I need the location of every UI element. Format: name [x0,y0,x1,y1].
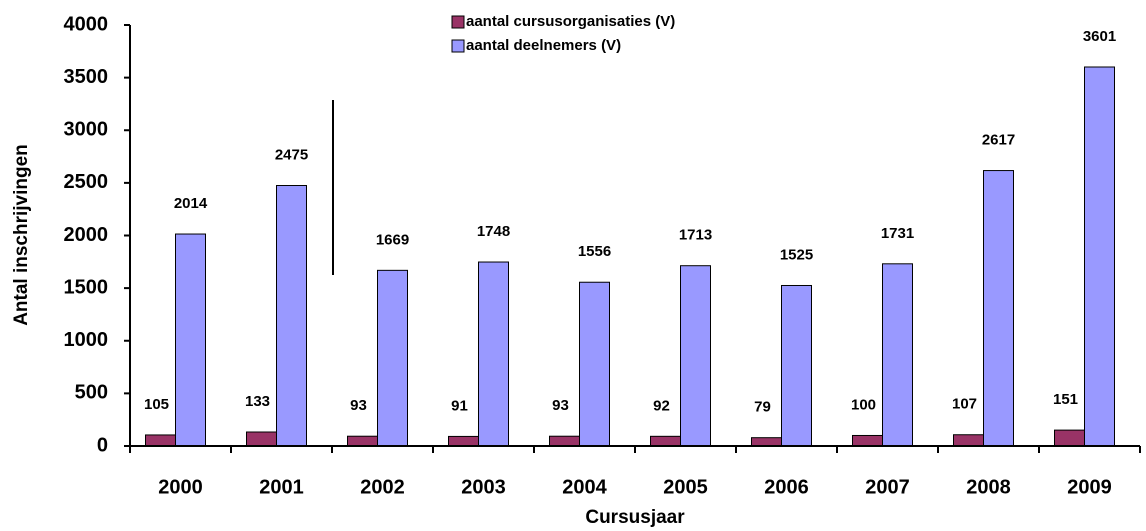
y-tick-label: 3500 [64,66,109,88]
bar [347,435,378,447]
bar [448,435,479,447]
bar [1054,429,1085,447]
value-label: 1556 [578,243,611,260]
value-label: 1748 [477,223,510,240]
bar [579,281,610,447]
x-tick-label: 2008 [966,476,1011,498]
bar [852,434,883,447]
bar [983,170,1014,447]
legend-label: aantal cursusorganisaties (V) [466,13,675,30]
legend-swatch [451,15,465,29]
value-label: 79 [754,399,771,416]
bar [145,434,176,447]
bar [478,261,509,447]
bar [276,185,307,447]
x-tick-label: 2009 [1067,476,1112,498]
x-tick-label: 2003 [461,476,506,498]
value-label: 92 [653,397,670,414]
y-tick-label: 2500 [64,171,109,193]
y-tick-label: 500 [75,382,108,404]
x-tick-label: 2007 [865,476,910,498]
bar [953,434,984,447]
y-tick-label: 1500 [64,276,109,298]
value-label: 105 [144,396,169,413]
x-tick-label: 2001 [259,476,304,498]
x-tick-label: 2005 [663,476,708,498]
y-tick-label: 0 [97,434,108,456]
bar [781,284,812,447]
value-label: 100 [851,396,876,413]
x-tick-label: 2002 [360,476,405,498]
value-label: 1713 [679,227,712,244]
value-label: 3601 [1083,28,1116,45]
x-tick-label: 2006 [764,476,809,498]
y-tick-label: 3000 [64,119,109,141]
value-label: 151 [1053,391,1078,408]
y-tick-label: 1000 [64,329,109,351]
bar [680,265,711,447]
value-label: 2475 [275,146,308,163]
value-label: 2617 [982,132,1015,149]
value-label: 93 [350,397,367,414]
bar [1084,66,1115,447]
bar [650,435,681,447]
value-label: 1669 [376,231,409,248]
x-tick-label: 2000 [158,476,203,498]
bar [377,269,408,447]
value-label: 1731 [881,225,914,242]
bar [751,437,782,447]
legend-swatch [451,39,465,53]
value-label: 107 [952,396,977,413]
value-label: 91 [451,397,468,414]
bar [246,431,277,447]
value-label: 93 [552,397,569,414]
bar [882,263,913,447]
y-tick-label: 2000 [64,224,109,246]
y-tick-label: 4000 [64,13,109,35]
value-label: 2014 [174,195,208,212]
legend-label: aantal deelnemers (V) [466,37,621,54]
bar [549,435,580,447]
x-axis-title: Cursusjaar [585,507,685,528]
bar [175,233,206,447]
value-label: 1525 [780,246,813,263]
value-label: 133 [245,393,270,410]
y-axis-title: Antal inschrijvingen [11,144,32,326]
x-tick-label: 2004 [562,476,607,498]
